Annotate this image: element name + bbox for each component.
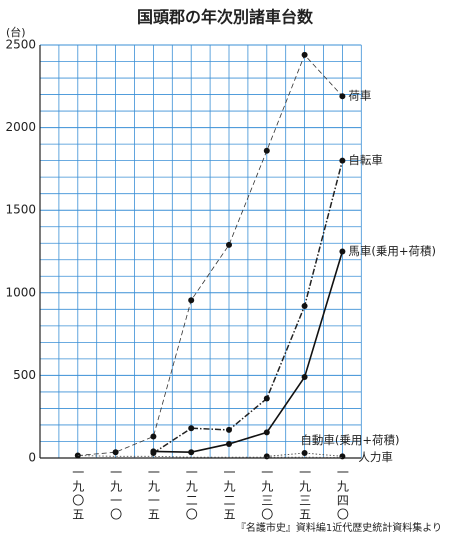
series-label: 馬車(乗用+荷積): [348, 244, 436, 258]
source: 『名護市史』資料編1近代歴史統計資料集より: [236, 521, 442, 534]
data-point: [301, 303, 308, 310]
data-point: [301, 374, 308, 381]
x-tick-label: 一九三〇: [260, 466, 274, 522]
x-tick-label: 一九一五: [146, 466, 160, 522]
data-point: [263, 395, 270, 402]
series-label: 荷車: [348, 89, 371, 103]
series-line: [77, 54, 343, 456]
series-line: [77, 455, 343, 458]
data-point: [263, 147, 270, 154]
x-tick-label: 一九一〇: [109, 466, 123, 522]
data-point: [263, 453, 270, 460]
series-label: 自動車(乗用+荷積): [300, 433, 399, 447]
x-tick-label: 一九二〇: [184, 466, 198, 522]
data-point: [112, 449, 119, 456]
data-point: [150, 433, 157, 440]
data-point: [150, 448, 157, 455]
data-point: [226, 440, 232, 447]
data-point: [188, 449, 195, 456]
data-point: [339, 157, 346, 164]
data-point: [226, 241, 232, 248]
data-point: [339, 248, 346, 255]
y-tick-label: 2000: [5, 120, 36, 134]
data-point: [301, 450, 308, 457]
y-tick-label: 0: [28, 451, 36, 465]
series-line: [152, 160, 344, 454]
data-point: [339, 93, 346, 100]
series-line: [266, 452, 343, 457]
data-point: [226, 426, 232, 433]
y-tick-label: 1500: [5, 203, 36, 217]
series-label: 人力車: [358, 450, 393, 464]
y-unit: (台): [6, 25, 26, 39]
data-point: [301, 51, 308, 58]
x-tick-label: 一九〇五: [71, 466, 85, 522]
x-tick-label: 一九三五: [298, 466, 312, 522]
y-tick-label: 1000: [5, 285, 36, 299]
data-point: [339, 453, 346, 460]
x-tick-label: 一九二五: [222, 466, 236, 522]
y-tick-label: 2500: [5, 38, 36, 52]
y-tick-label: 500: [13, 368, 36, 382]
x-tick-label: 一九四〇: [335, 466, 349, 522]
series-label: 自転車: [348, 153, 383, 167]
chart-title: 国頭郡の年次別諸車台数: [137, 8, 314, 27]
series-line: [153, 251, 344, 454]
data-point: [188, 425, 195, 432]
data-point: [263, 429, 270, 436]
data-point: [188, 297, 195, 304]
